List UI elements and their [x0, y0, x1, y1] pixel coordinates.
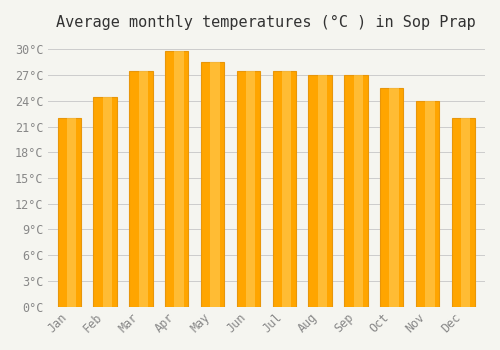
- Bar: [354, 75, 363, 307]
- Bar: [58, 118, 81, 307]
- Bar: [390, 88, 399, 307]
- Bar: [344, 75, 368, 307]
- Bar: [282, 71, 291, 307]
- Bar: [308, 75, 332, 307]
- Bar: [138, 71, 148, 307]
- Bar: [237, 71, 260, 307]
- Bar: [165, 51, 188, 307]
- Bar: [210, 62, 220, 307]
- Bar: [246, 71, 256, 307]
- Bar: [129, 71, 152, 307]
- Bar: [174, 51, 184, 307]
- Bar: [94, 97, 116, 307]
- Bar: [318, 75, 327, 307]
- Bar: [416, 101, 440, 307]
- Bar: [452, 118, 475, 307]
- Bar: [461, 118, 470, 307]
- Title: Average monthly temperatures (°C ) in Sop Prap: Average monthly temperatures (°C ) in So…: [56, 15, 476, 30]
- Bar: [380, 88, 404, 307]
- Bar: [426, 101, 434, 307]
- Bar: [201, 62, 224, 307]
- Bar: [67, 118, 76, 307]
- Bar: [102, 97, 112, 307]
- Bar: [272, 71, 296, 307]
